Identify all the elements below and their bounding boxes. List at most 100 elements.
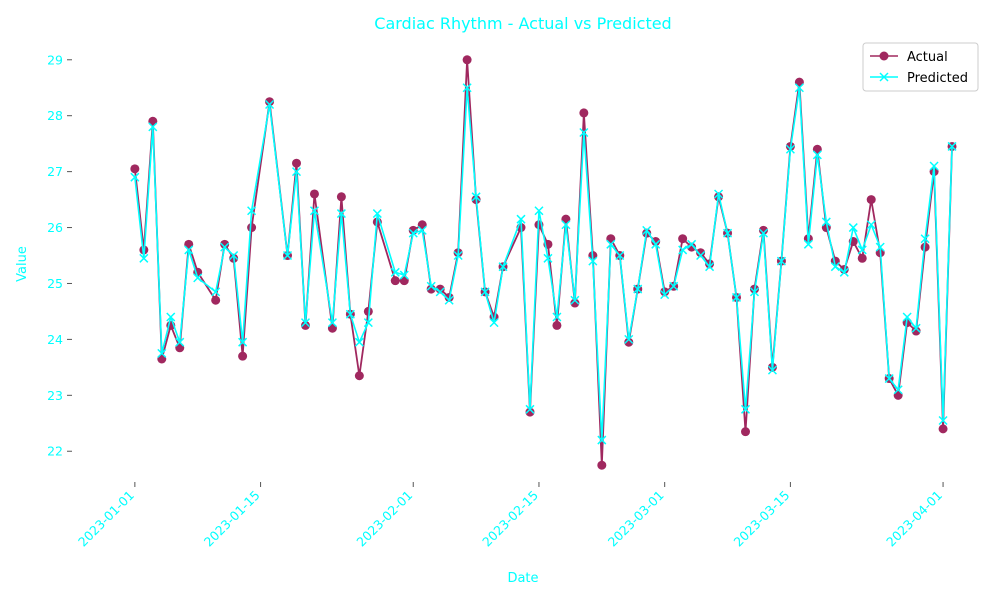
chart-title: Cardiac Rhythm - Actual vs Predicted bbox=[374, 14, 671, 33]
data-point-predicted bbox=[130, 172, 140, 182]
data-point-predicted bbox=[148, 122, 158, 132]
data-point-predicted bbox=[705, 262, 715, 272]
data-point-predicted bbox=[651, 239, 661, 249]
data-point-predicted bbox=[812, 150, 822, 160]
data-point-predicted bbox=[884, 374, 894, 384]
data-point-actual bbox=[938, 424, 948, 434]
x-tick-label: 2023-03-15 bbox=[731, 488, 793, 550]
data-point-predicted bbox=[642, 225, 652, 235]
data-point-predicted bbox=[309, 206, 319, 216]
data-point-predicted bbox=[678, 245, 688, 255]
plot-area bbox=[130, 55, 957, 470]
data-point-actual bbox=[794, 77, 804, 87]
data-point-actual bbox=[363, 306, 373, 316]
data-point-actual bbox=[651, 237, 661, 247]
data-point-actual bbox=[893, 390, 903, 400]
data-point-actual bbox=[336, 192, 346, 202]
data-point-predicted bbox=[821, 217, 831, 227]
data-point-actual bbox=[354, 371, 364, 381]
data-point-predicted bbox=[300, 318, 311, 328]
data-point-actual bbox=[920, 242, 930, 252]
legend-label-predicted: Predicted bbox=[907, 71, 968, 86]
legend-marker-actual bbox=[879, 51, 889, 61]
x-tick-label: 2023-02-01 bbox=[353, 488, 415, 550]
data-point-actual bbox=[238, 351, 248, 361]
data-point-actual bbox=[292, 158, 301, 168]
y-tick-label: 22 bbox=[47, 444, 63, 459]
data-point-predicted bbox=[282, 250, 293, 261]
data-point-actual bbox=[175, 343, 185, 353]
data-point-predicted bbox=[336, 209, 346, 219]
data-point-actual bbox=[624, 337, 634, 347]
data-point-predicted bbox=[687, 239, 697, 249]
data-point-actual bbox=[157, 354, 167, 364]
y-tick-label: 29 bbox=[47, 52, 63, 67]
data-point-predicted bbox=[714, 189, 724, 199]
data-point-actual bbox=[211, 295, 221, 305]
data-point-predicted bbox=[911, 323, 921, 333]
data-point-predicted bbox=[767, 365, 777, 375]
data-point-predicted bbox=[588, 256, 598, 266]
data-point-actual bbox=[399, 276, 409, 286]
data-point-actual bbox=[579, 108, 589, 118]
data-point-actual bbox=[570, 298, 580, 308]
data-point-predicted bbox=[866, 220, 876, 230]
data-point-predicted bbox=[669, 281, 679, 291]
data-point-actual bbox=[309, 189, 319, 199]
data-point-predicted bbox=[534, 206, 544, 216]
y-axis-label: Value bbox=[15, 246, 30, 282]
data-point-predicted bbox=[291, 167, 302, 177]
data-point-actual bbox=[525, 407, 535, 417]
data-point-actual bbox=[857, 253, 867, 263]
data-point-predicted bbox=[938, 415, 948, 426]
data-point-predicted bbox=[247, 206, 257, 216]
data-point-predicted bbox=[354, 337, 364, 347]
y-tick-label: 26 bbox=[47, 220, 63, 235]
x-tick-label: 2023-01-15 bbox=[201, 488, 263, 550]
x-axis: 2023-01-01 2023-01-15 2023-02-01 2023-02-15… bbox=[75, 482, 945, 549]
data-point-predicted bbox=[776, 256, 786, 266]
data-point-predicted bbox=[803, 239, 813, 249]
data-point-predicted bbox=[426, 281, 436, 291]
data-point-predicted bbox=[471, 192, 481, 202]
data-point-predicted bbox=[543, 253, 553, 263]
data-point-predicted bbox=[875, 242, 885, 252]
data-point-predicted bbox=[857, 245, 867, 255]
data-point-predicted bbox=[839, 267, 849, 277]
data-point-actual bbox=[696, 248, 706, 258]
data-point-actual bbox=[561, 214, 571, 224]
x-tick-label: 2023-04-01 bbox=[883, 488, 945, 550]
data-point-predicted bbox=[417, 225, 427, 235]
data-point-predicted bbox=[606, 239, 616, 249]
legend-label-actual: Actual bbox=[907, 50, 948, 65]
data-point-predicted bbox=[920, 234, 930, 244]
data-point-actual bbox=[606, 234, 616, 244]
data-point-predicted bbox=[399, 270, 409, 280]
data-point-predicted bbox=[390, 267, 400, 277]
data-point-predicted bbox=[193, 273, 203, 283]
data-point-actual bbox=[678, 234, 688, 244]
data-point-actual bbox=[741, 427, 750, 437]
data-point-predicted bbox=[570, 295, 580, 305]
data-point-predicted bbox=[660, 290, 670, 300]
y-axis: 22 23 24 25 26 27 28 29 bbox=[47, 52, 72, 459]
data-point-predicted bbox=[363, 318, 373, 328]
data-point-predicted bbox=[516, 214, 526, 224]
data-point-predicted bbox=[345, 309, 355, 319]
data-point-predicted bbox=[579, 127, 589, 138]
data-point-predicted bbox=[265, 99, 275, 110]
x-tick-label: 2023-02-15 bbox=[479, 488, 541, 550]
data-point-predicted bbox=[758, 228, 768, 238]
data-point-predicted bbox=[615, 250, 625, 261]
data-point-predicted bbox=[794, 83, 804, 93]
data-point-predicted bbox=[220, 242, 230, 252]
data-point-predicted bbox=[525, 404, 535, 414]
data-point-predicted bbox=[327, 318, 337, 328]
data-point-predicted bbox=[444, 295, 454, 305]
series-line-predicted bbox=[134, 86, 953, 441]
data-point-predicted bbox=[139, 253, 149, 263]
data-point-actual bbox=[184, 239, 194, 249]
legend: Actual Predicted bbox=[862, 42, 979, 92]
data-point-predicted bbox=[157, 348, 167, 358]
data-point-predicted bbox=[372, 209, 382, 219]
